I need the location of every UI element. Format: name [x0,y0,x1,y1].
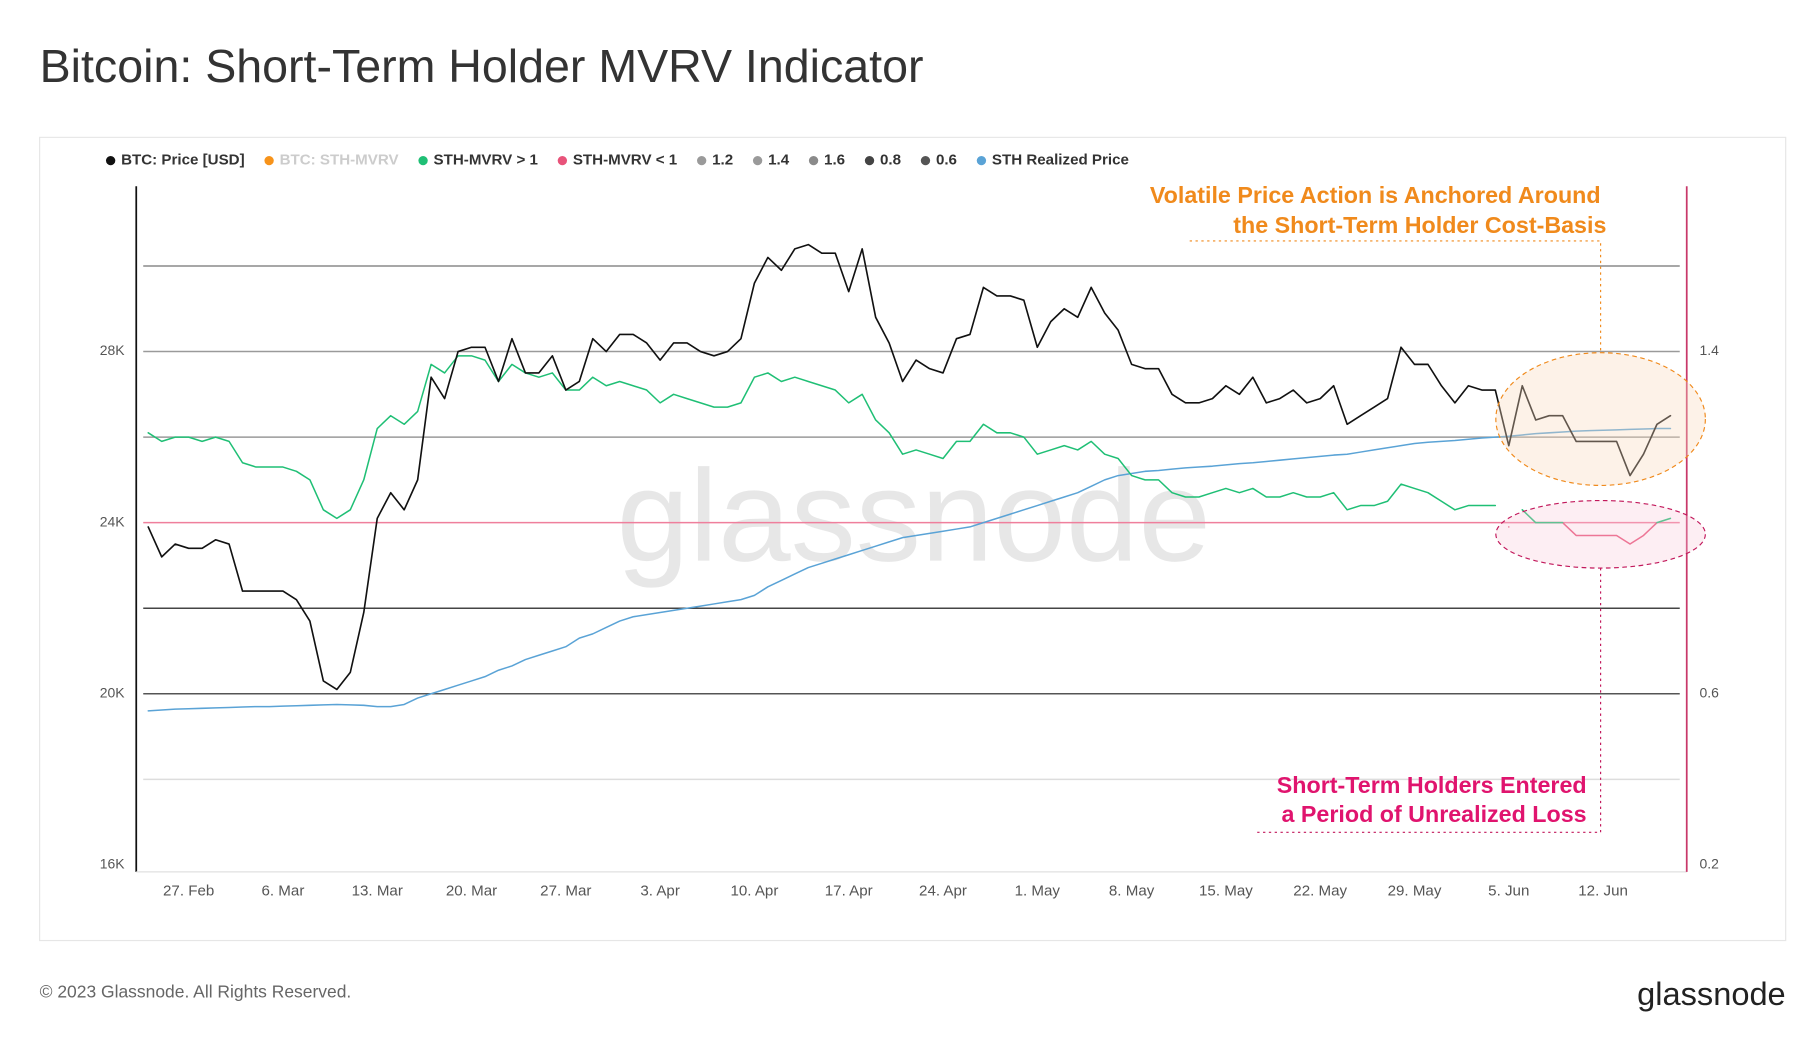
legend-swatch [976,155,987,166]
series-line [1521,509,1564,524]
legend-label: STH-MVRV < 1 [573,152,677,169]
y-tick-label: 16K [100,856,126,872]
plot [143,243,1680,781]
x-tick-label: 1. May [1015,883,1061,900]
series-line [147,243,1672,691]
y2-tick-label: 0.6 [1700,684,1720,700]
legend-label: 1.6 [824,152,845,169]
legend-swatch [697,155,707,166]
footer: © 2023 Glassnode. All Rights Reserved. [40,982,352,1002]
legend-label: BTC: STH-MVRV [280,152,399,169]
legend-swatch [752,155,763,166]
x-tick-label: 17. Apr [825,883,873,900]
legend-swatch [418,155,428,166]
connector [1257,568,1602,833]
legend-label: BTC: Price [USD] [121,152,245,169]
series-line [147,427,1672,712]
y-tick-label: 20K [100,684,126,700]
annotation: a Period of Unrealized Loss [1282,801,1587,827]
y-tick-label: 28K [100,342,126,358]
series-line [1656,517,1672,524]
y-tick-label: 24K [100,513,126,529]
legend-swatch [105,155,116,166]
legend-swatch [864,155,875,166]
x-tick-label: 29. May [1388,883,1442,900]
connector [1189,240,1602,353]
x-tick-label: 13. Mar [352,883,403,900]
legend-swatch [557,155,568,166]
logo: glassnode [1637,975,1786,1012]
x-tick-label: 20. Mar [446,883,497,900]
x-tick-label: 3. Apr [640,883,680,900]
chart-frame [39,136,1787,942]
legend-label: 1.4 [768,152,790,169]
legend-label: STH Realized Price [992,152,1129,169]
x-tick-label: 8. May [1109,883,1155,900]
series-line [147,355,1497,520]
legend-label: 0.8 [880,152,901,169]
watermark: glassnode [617,443,1211,589]
x-tick-label: 6. Mar [262,883,305,900]
x-tick-label: 27. Mar [540,883,591,900]
y2-tick-label: 0.2 [1700,856,1720,872]
x-tick-label: 27. Feb [163,883,214,900]
annotation: Short-Term Holders Entered [1277,772,1587,798]
legend-swatch [264,155,274,166]
y2-tick-label: 1.4 [1700,342,1720,358]
legend: BTC: Price [USD] BTC: STH-MVRV STH-MVRV > … [105,152,1129,169]
x-tick-label: 12. Jun [1578,883,1628,900]
annotation: Volatile Price Action is Anchored Around [1150,182,1601,208]
x-tick-label: 22. May [1293,883,1347,900]
highlight-ellipse [1495,352,1706,486]
legend-swatch [920,155,931,166]
legend-label: 1.2 [712,152,733,169]
legend-label: 0.6 [936,152,957,169]
x-tick-label: 5. Jun [1488,883,1529,900]
annotation: the Short-Term Holder Cost-Basis [1233,212,1606,238]
x-tick-label: 24. Apr [919,883,967,900]
x-tick-label: 10. Apr [730,883,778,900]
chart-title: Bitcoin: Short-Term Holder MVRV Indicato… [40,40,924,92]
legend-swatch [808,155,819,166]
highlight-ellipse [1495,499,1706,569]
x-tick-label: 15. May [1199,883,1253,900]
legend-label: STH-MVRV > 1 [434,152,538,169]
